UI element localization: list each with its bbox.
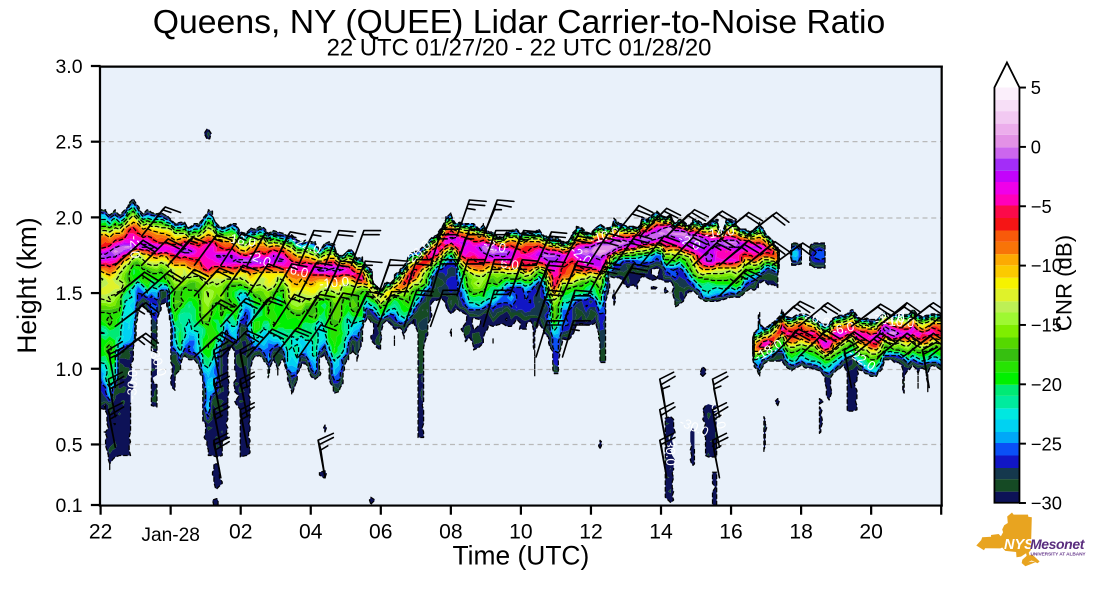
svg-text:02: 02 (229, 520, 252, 543)
svg-text:-18.0: -18.0 (225, 230, 257, 250)
svg-text:0: 0 (1031, 137, 1041, 158)
svg-text:20: 20 (859, 520, 882, 543)
svg-text:06: 06 (369, 520, 392, 543)
svg-text:Queens, NY (QUEE) Lidar Carrie: Queens, NY (QUEE) Lidar Carrier-to-Noise… (153, 3, 885, 41)
svg-text:16: 16 (719, 520, 742, 543)
svg-text:-14.0: -14.0 (704, 223, 736, 242)
svg-text:Height (km): Height (km) (12, 217, 42, 353)
svg-text:14: 14 (649, 520, 673, 543)
svg-text:Time (UTC): Time (UTC) (453, 541, 590, 571)
svg-text:0.1: 0.1 (56, 495, 83, 517)
svg-text:1.0: 1.0 (56, 359, 83, 381)
svg-text:12: 12 (579, 520, 602, 543)
svg-text:22: 22 (89, 520, 112, 543)
svg-text:−20: −20 (1031, 374, 1062, 395)
svg-text:1.5: 1.5 (56, 283, 83, 305)
svg-text:04: 04 (299, 520, 323, 543)
svg-text:−10: −10 (1031, 255, 1062, 276)
svg-text:UNIVERSITY AT ALBANY: UNIVERSITY AT ALBANY (1031, 552, 1087, 558)
svg-text:CNR (dB): CNR (dB) (1052, 235, 1077, 331)
svg-text:2.5: 2.5 (56, 132, 83, 154)
svg-text:-30.0: -30.0 (124, 369, 140, 400)
svg-text:−25: −25 (1031, 433, 1062, 454)
svg-text:NYS: NYS (1004, 537, 1034, 553)
svg-text:22 UTC 01/27/20 - 22 UTC 01/28: 22 UTC 01/27/20 - 22 UTC 01/28/20 (327, 35, 712, 62)
svg-text:08: 08 (439, 520, 462, 543)
svg-text:-10.0: -10.0 (318, 274, 349, 292)
svg-text:18: 18 (789, 520, 812, 543)
svg-text:-6.0: -6.0 (830, 319, 856, 339)
svg-text:0.5: 0.5 (56, 434, 83, 456)
svg-text:Jan-28: Jan-28 (141, 525, 200, 546)
svg-text:−5: −5 (1031, 196, 1052, 217)
svg-text:-10.0: -10.0 (884, 313, 915, 330)
svg-text:10: 10 (509, 520, 532, 543)
svg-text:2.0: 2.0 (56, 207, 83, 229)
svg-text:−15: −15 (1031, 315, 1062, 336)
svg-text:3.0: 3.0 (56, 56, 83, 78)
svg-text:Mesonet: Mesonet (1030, 536, 1086, 552)
svg-text:−30: −30 (1031, 493, 1062, 514)
svg-text:5: 5 (1031, 77, 1041, 98)
